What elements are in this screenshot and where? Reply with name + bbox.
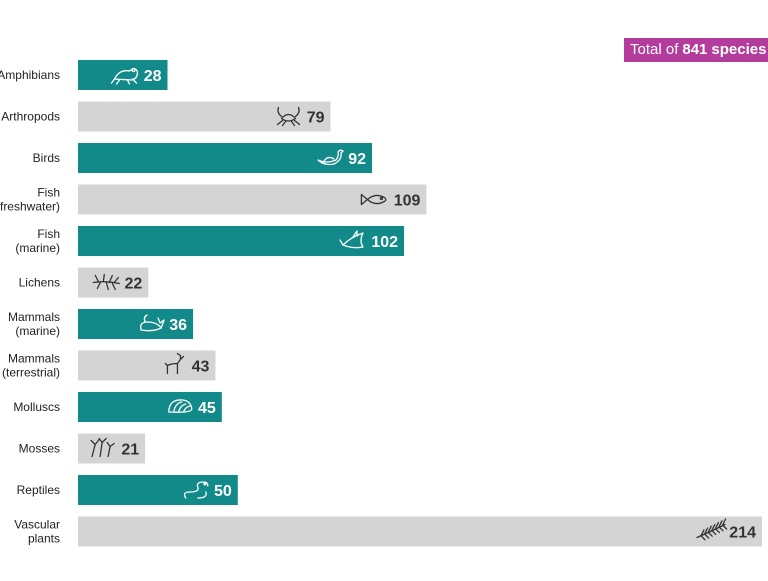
bar <box>78 475 238 505</box>
category-label: Mammals (terrestrial) <box>2 352 60 380</box>
category-label: Fish (freshwater) <box>0 186 60 214</box>
lichen-icon <box>92 273 120 291</box>
bar-group-5: Lichens 22 <box>19 267 149 298</box>
value-label: 50 <box>214 483 232 500</box>
frog-icon <box>110 67 139 85</box>
category-label: Mammals (marine) <box>8 310 60 338</box>
snake-icon <box>183 481 209 499</box>
whale-icon <box>140 314 165 332</box>
fern-icon <box>696 518 728 541</box>
value-label: 92 <box>348 151 366 168</box>
bar-group-2: Birds 92 <box>33 143 373 173</box>
badge-prefix: Total of <box>630 41 679 58</box>
bar <box>78 143 373 173</box>
category-label: Arthropods <box>1 110 60 124</box>
bird-icon <box>317 149 344 166</box>
bar-group-4: Fish (marine) 102 <box>15 226 405 256</box>
fish-icon <box>360 193 387 206</box>
category-label: Lichens <box>19 276 60 290</box>
bar-group-11: Vascular plants 214 <box>14 516 762 547</box>
bar-group-9: Mosses 21 <box>19 433 146 464</box>
value-label: 102 <box>371 234 398 251</box>
shark-icon <box>339 230 364 249</box>
bar-group-6: Mammals (marine) 36 <box>8 309 194 339</box>
bar-group-10: Reptiles 50 <box>17 475 238 505</box>
bar <box>78 516 762 547</box>
value-label: 21 <box>121 442 139 459</box>
bar <box>78 309 194 339</box>
value-label: 36 <box>169 317 187 334</box>
moss-icon <box>90 437 115 458</box>
bar <box>78 392 222 422</box>
bar <box>78 184 427 215</box>
bar <box>78 433 146 464</box>
deer-icon <box>164 352 185 375</box>
bar <box>78 350 216 381</box>
category-label: Amphibians <box>0 68 60 82</box>
bar-group-1: Arthropods 79 <box>1 101 331 132</box>
value-label: 109 <box>394 193 421 210</box>
total-species-badge: Total of 841 species <box>624 38 768 62</box>
badge-suffix: species <box>711 41 767 58</box>
value-label: 79 <box>307 110 325 127</box>
shell-icon <box>168 399 193 413</box>
value-label: 43 <box>192 359 210 376</box>
value-label: 22 <box>125 276 143 293</box>
bar-group-0: Amphibians 28 <box>0 60 168 90</box>
bar-group-3: Fish (freshwater) 109 <box>0 184 427 215</box>
category-label: Birds <box>33 151 60 165</box>
category-label: Molluscs <box>13 400 60 414</box>
bar-group-8: Molluscs 45 <box>13 392 222 422</box>
value-label: 45 <box>198 400 216 417</box>
category-label: Fish (marine) <box>15 227 60 255</box>
value-label: 28 <box>144 68 162 85</box>
category-label: Mosses <box>19 442 60 456</box>
bar <box>78 226 405 256</box>
category-label: Reptiles <box>17 483 60 497</box>
crab-icon <box>276 106 301 127</box>
category-label: Vascular plants <box>14 518 60 546</box>
bar <box>78 60 168 90</box>
badge-count: 841 <box>682 41 708 58</box>
bar <box>78 101 331 132</box>
bar-group-7: Mammals (terrestrial) 43 <box>2 350 216 381</box>
value-label: 214 <box>729 525 756 542</box>
